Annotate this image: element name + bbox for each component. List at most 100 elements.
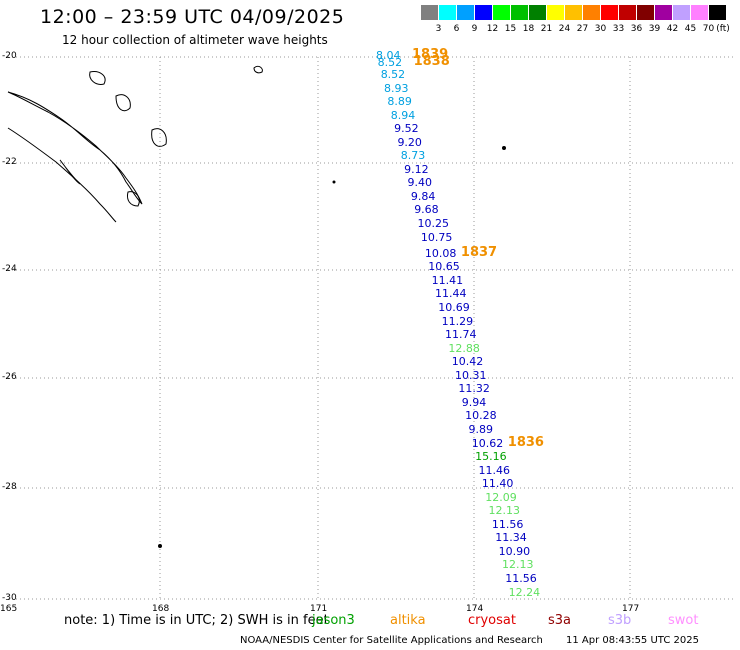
legend-label: 21 <box>540 24 553 34</box>
satellite-label: s3a <box>548 613 572 628</box>
legend-label: 45 <box>684 24 697 34</box>
legend-unit: (ft) <box>716 24 730 34</box>
longitude-label: 165 <box>0 604 18 614</box>
wave-height-value: 10.62 <box>471 436 504 450</box>
wave-height-value: 10.08 <box>424 246 457 260</box>
legend-swatch <box>637 5 654 20</box>
wave-height-value: 12.09 <box>485 490 517 504</box>
legend-swatch <box>493 5 510 20</box>
wave-height-value: 8.94 <box>390 108 416 122</box>
wave-height-value: 9.52 <box>394 122 419 136</box>
wave-height-value: 11.41 <box>431 273 464 287</box>
wave-height-value: 11.34 <box>495 531 527 545</box>
satellite-label: s3b <box>608 613 632 628</box>
legend-swatch <box>691 5 708 20</box>
latitude-label: -26 <box>2 372 17 382</box>
page-subtitle: 12 hour collection of altimeter wave hei… <box>62 33 328 47</box>
legend-swatch <box>655 5 672 20</box>
wave-height-value: 10.69 <box>438 301 470 315</box>
wave-height-value: 10.25 <box>417 217 450 231</box>
legend-label: 42 <box>666 24 679 34</box>
wave-height-value: 10.28 <box>465 409 497 423</box>
footnote: note: 1) Time is in UTC; 2) SWH is in fe… <box>64 613 329 628</box>
isle-fragment <box>59 159 81 185</box>
wave-height-value: 8.52 <box>377 55 403 69</box>
grande-terre-outline <box>7 91 143 205</box>
legend-label: 24 <box>558 24 571 34</box>
latitude-label: -28 <box>2 482 17 492</box>
satellite-label: swot <box>668 613 699 628</box>
legend-swatch <box>619 5 636 20</box>
legend-label: 12 <box>486 24 499 34</box>
wave-height-value: 9.40 <box>407 176 432 190</box>
legend-swatch <box>511 5 528 20</box>
wave-height-value: 11.44 <box>434 287 467 301</box>
wave-height-value: 12.88 <box>448 341 480 355</box>
wave-height-value: 8.93 <box>384 81 409 95</box>
lifou-island <box>151 128 167 147</box>
longitude-label: 177 <box>622 604 640 614</box>
coastline-new-caledonia <box>7 65 506 548</box>
legend-swatch <box>439 5 456 20</box>
wave-height-value: 9.89 <box>468 422 493 436</box>
wave-height-value: 11.40 <box>481 477 514 491</box>
latitude-label: -22 <box>2 157 17 167</box>
wave-height-value: 10.31 <box>455 368 487 382</box>
legend-swatch <box>421 5 438 20</box>
wave-height-value: 10.75 <box>420 230 453 244</box>
legend-label: 70 <box>702 24 715 34</box>
legend-label: 15 <box>504 24 517 34</box>
lat-lon-grid <box>8 56 735 600</box>
wave-height-value: 12.13 <box>501 558 534 572</box>
wave-height-value: 8.73 <box>400 149 426 163</box>
legend-label: 27 <box>576 24 589 34</box>
chesterfield-islet <box>253 65 263 74</box>
wave-height-value: 12.24 <box>508 585 541 599</box>
wave-height-value: 12.13 <box>488 504 521 518</box>
wave-height-value: 10.42 <box>451 355 484 369</box>
track-time-label: 1839 <box>412 47 449 62</box>
small-islet-east <box>502 146 506 150</box>
ouvea-island <box>115 94 131 112</box>
southwest-reef-line <box>7 127 117 223</box>
wave-height-value: 11.56 <box>505 572 537 586</box>
track-time-label: 1837 <box>460 244 498 260</box>
legend-swatch <box>547 5 564 20</box>
legend-swatch <box>457 5 474 20</box>
satellite-label: cryosat <box>468 613 516 628</box>
wave-height-value: 10.90 <box>498 544 531 558</box>
legend-swatch <box>583 5 600 20</box>
wave-height-legend: 3 6 9 12 15 18 21 24 27 30 33 36 39 42 45 70 (ft) <box>421 5 730 35</box>
wave-height-value: 10.65 <box>428 260 460 274</box>
credit-line: NOAA/NESDIS Center for Satellite Applica… <box>240 635 543 646</box>
norfolk-islet <box>158 544 162 548</box>
wave-height-value: 11.29 <box>441 314 474 328</box>
legend-swatch <box>529 5 546 20</box>
longitude-label: 168 <box>152 604 170 614</box>
wave-height-value: 9.12 <box>404 162 429 176</box>
generated-timestamp: 11 Apr 08:43:55 UTC 2025 <box>566 635 699 646</box>
legend-swatch <box>565 5 582 20</box>
wave-height-value: 11.32 <box>458 382 490 396</box>
legend-label: 9 <box>471 24 478 34</box>
legend-swatch <box>475 5 492 20</box>
longitude-label: 171 <box>310 604 328 614</box>
longitude-label: 174 <box>466 604 484 614</box>
track-time-label: 1838 <box>413 53 450 69</box>
wave-height-value: 15.16 <box>475 450 507 464</box>
legend-label: 36 <box>630 24 643 34</box>
satellite-label: altika <box>390 613 426 628</box>
wave-height-value: 8.89 <box>387 95 412 109</box>
legend-label: 18 <box>522 24 535 34</box>
isle-of-pines <box>127 191 140 207</box>
wave-height-value: 9.20 <box>397 135 422 149</box>
legend-label: 39 <box>648 24 661 34</box>
wave-height-value: 9.94 <box>461 395 487 409</box>
wave-height-value: 9.68 <box>414 203 439 217</box>
legend-swatch <box>601 5 618 20</box>
wave-height-value: 11.56 <box>491 517 524 531</box>
satellite-label: jason3 <box>312 613 355 628</box>
legend-label: 6 <box>453 24 460 34</box>
latitude-label: -20 <box>2 51 17 61</box>
